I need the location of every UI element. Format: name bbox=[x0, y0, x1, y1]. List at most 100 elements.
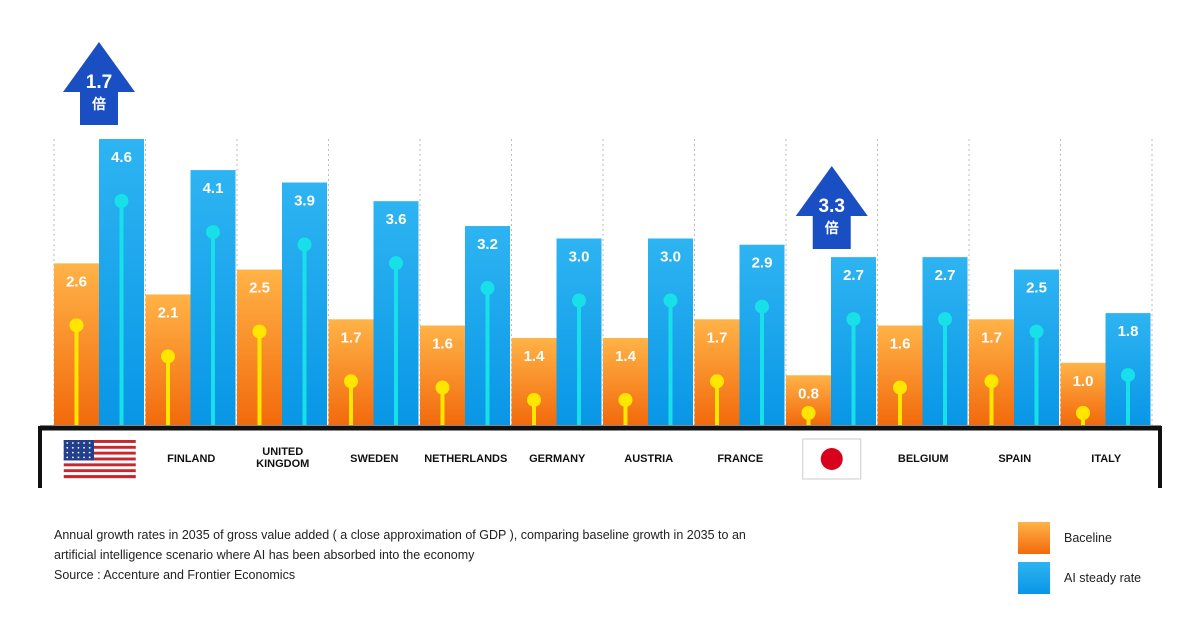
flag-star bbox=[71, 446, 74, 449]
flag-star bbox=[77, 456, 80, 459]
category-label: NETHERLANDS bbox=[424, 453, 507, 465]
ai-steady-rate-lollipop-head bbox=[297, 237, 312, 252]
baseline-lollipop-head bbox=[801, 406, 816, 420]
flag-star bbox=[71, 442, 74, 444]
multiplier-value: 3.3 bbox=[819, 196, 845, 217]
baseline-lollipop-head bbox=[893, 380, 907, 395]
flag-stripe bbox=[63, 457, 136, 461]
baseline-lollipop-head bbox=[252, 324, 267, 339]
usa-flag-icon bbox=[63, 440, 136, 479]
ai-steady-rate-lollipop-head bbox=[572, 293, 586, 308]
ai-steady-rate-value-label: 3.0 bbox=[660, 248, 681, 265]
baseline-lollipop-head bbox=[435, 380, 450, 395]
flag-star bbox=[77, 451, 80, 454]
baseline-value-label: 2.5 bbox=[249, 280, 270, 297]
multiplier-unit: 倍 bbox=[825, 220, 839, 236]
ai-steady-rate-lollipop-head bbox=[480, 281, 495, 296]
flag-star bbox=[88, 451, 91, 454]
flag-star bbox=[66, 442, 69, 444]
ai-steady-rate-lollipop-head bbox=[846, 312, 861, 327]
flag-stripe bbox=[63, 440, 136, 444]
flag-stripe bbox=[63, 460, 136, 464]
baseline-lollipop-head bbox=[69, 318, 84, 333]
category-label: KINGDOM bbox=[256, 458, 309, 470]
baseline-value-label: 1.7 bbox=[707, 329, 728, 346]
category-label: AUSTRIA bbox=[624, 453, 673, 465]
flag-star bbox=[83, 446, 85, 449]
flag-stripe bbox=[63, 472, 136, 476]
baseline-value-label: 1.0 bbox=[1073, 373, 1094, 390]
caption-source: Source : Accenture and Frontier Economic… bbox=[54, 568, 296, 582]
flag-star bbox=[77, 442, 80, 444]
baseline-value-label: 1.6 bbox=[890, 336, 911, 353]
flag-stripe bbox=[63, 475, 136, 479]
baseline-value-label: 1.4 bbox=[615, 348, 637, 365]
baseline-value-label: 1.4 bbox=[524, 348, 546, 365]
multiplier-unit: 倍 bbox=[92, 96, 106, 112]
ai-steady-rate-lollipop-head bbox=[755, 299, 769, 314]
flag-stripe bbox=[63, 469, 136, 473]
multiplier-arrow-annotation: 3.3 倍 bbox=[795, 166, 868, 249]
legend-item-ai: AI steady rate bbox=[1018, 561, 1141, 595]
caption-line-1: Annual growth rates in 2035 of gross val… bbox=[54, 528, 746, 542]
baseline-value-label: 2.6 bbox=[66, 273, 87, 290]
flag-star bbox=[88, 456, 91, 459]
ai-steady-rate-value-label: 2.9 bbox=[752, 255, 773, 272]
legend-swatch-baseline bbox=[1018, 522, 1050, 554]
flag-stripe bbox=[63, 442, 136, 447]
flag-canton bbox=[63, 440, 94, 461]
flag-star bbox=[66, 451, 69, 454]
flag-star bbox=[83, 451, 85, 454]
flag-star bbox=[88, 446, 91, 449]
flag-star bbox=[88, 442, 91, 444]
legend-item-baseline: Baceline bbox=[1018, 521, 1141, 555]
category-label: SPAIN bbox=[998, 453, 1031, 465]
ai-steady-rate-value-label: 4.1 bbox=[203, 180, 224, 197]
legend-swatch-ai bbox=[1018, 562, 1050, 594]
baseline-lollipop-head bbox=[161, 349, 175, 364]
flag-stripe bbox=[63, 454, 136, 458]
category-label: SWEDEN bbox=[350, 453, 398, 465]
baseline-value-label: 0.8 bbox=[798, 385, 819, 402]
flag-star bbox=[83, 456, 85, 459]
baseline-value-label: 1.7 bbox=[981, 329, 1002, 346]
flag-star bbox=[77, 446, 80, 449]
up-arrow-icon bbox=[795, 166, 868, 249]
flag-stripe bbox=[63, 445, 136, 449]
ai-steady-rate-value-label: 3.0 bbox=[569, 248, 590, 265]
ai-steady-rate-lollipop-head bbox=[206, 225, 220, 240]
ai-steady-rate-lollipop-head bbox=[1029, 324, 1044, 339]
ai-steady-rate-value-label: 3.2 bbox=[477, 236, 498, 253]
legend-label-baseline: Baceline bbox=[1064, 531, 1112, 545]
baseline-value-label: 1.6 bbox=[432, 336, 453, 353]
ai-steady-rate-value-label: 2.5 bbox=[1026, 280, 1047, 297]
flag-star bbox=[71, 451, 74, 454]
baseline-lollipop-head bbox=[344, 374, 358, 389]
ai-steady-rate-value-label: 3.9 bbox=[294, 193, 315, 210]
caption-line-2: artificial intelligence scenario where A… bbox=[54, 548, 475, 562]
multiplier-arrow-annotation: 1.7 倍 bbox=[63, 42, 135, 125]
ai-steady-rate-value-label: 3.6 bbox=[386, 211, 407, 228]
flag-stripe bbox=[63, 451, 136, 455]
baseline-lollipop-head bbox=[1076, 406, 1090, 420]
baseline-value-label: 1.7 bbox=[341, 329, 362, 346]
ai-steady-rate-value-label: 4.6 bbox=[111, 149, 132, 166]
chart-caption: Annual growth rates in 2035 of gross val… bbox=[54, 525, 814, 585]
category-label: GERMANY bbox=[529, 453, 586, 465]
ai-steady-rate-value-label: 2.7 bbox=[935, 267, 956, 284]
ai-steady-rate-lollipop-head bbox=[1121, 368, 1135, 383]
ai-steady-rate-value-label: 1.8 bbox=[1118, 323, 1139, 340]
category-label: UNITED bbox=[262, 446, 303, 458]
ai-steady-rate-lollipop-head bbox=[663, 293, 678, 308]
baseline-value-label: 2.1 bbox=[158, 304, 179, 321]
baseline-lollipop-head bbox=[984, 374, 999, 389]
flag-star bbox=[71, 456, 74, 459]
multiplier-value: 1.7 bbox=[86, 72, 112, 93]
ai-steady-rate-lollipop-head bbox=[114, 194, 129, 208]
flag-star bbox=[66, 456, 69, 459]
flag-sun bbox=[820, 448, 843, 470]
ai-steady-rate-lollipop-head bbox=[938, 312, 952, 327]
flag-star bbox=[83, 442, 85, 444]
japan-flag-icon bbox=[802, 438, 862, 480]
category-label: FINLAND bbox=[167, 453, 215, 465]
